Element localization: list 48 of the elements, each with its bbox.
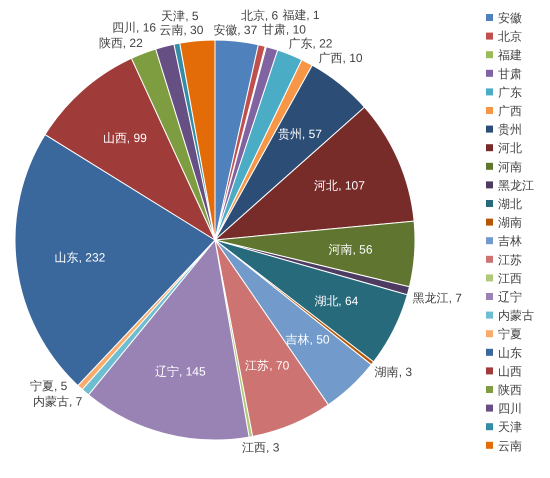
data-label: 山东, 232	[54, 250, 106, 265]
data-label: 黑龙江, 7	[412, 290, 462, 305]
legend-label: 广西	[498, 104, 522, 118]
data-label: 陕西, 22	[98, 36, 144, 50]
legend-label: 安徽	[498, 11, 522, 25]
legend-label: 四川	[498, 402, 522, 416]
data-label: 甘肃, 10	[262, 22, 306, 36]
legend-label: 山东	[498, 346, 522, 360]
legend-label: 福建	[498, 48, 522, 62]
data-label: 河南, 56	[328, 242, 373, 257]
data-label: 云南, 30	[159, 23, 204, 38]
legend-label: 甘肃	[498, 66, 522, 81]
legend-label: 河北	[498, 141, 522, 156]
legend-label: 贵州	[498, 122, 522, 137]
data-label: 辽宁, 145	[154, 364, 206, 379]
data-label: 福建, 1	[282, 8, 320, 22]
legend-label: 黑龙江	[498, 178, 534, 192]
data-label: 吉林, 50	[286, 332, 330, 347]
legend-label: 吉林	[498, 234, 522, 248]
legend-label: 湖北	[498, 197, 522, 211]
data-label: 江苏, 70	[245, 358, 290, 372]
data-label: 安徽, 37	[213, 22, 258, 37]
data-label: 湖南, 3	[374, 365, 412, 380]
legend-label: 天津	[498, 420, 522, 434]
legend-label: 宁夏	[498, 327, 522, 342]
data-label: 内蒙古, 7	[32, 394, 83, 408]
legend-label: 云南	[498, 438, 522, 453]
legend-label: 北京	[498, 30, 522, 44]
data-label: 河北, 107	[314, 178, 366, 193]
legend-label: 山西	[498, 364, 522, 378]
legend-label: 广东	[498, 85, 522, 100]
data-label: 四川, 16	[112, 20, 156, 34]
data-label: 广西, 10	[318, 50, 363, 65]
data-label: 北京, 6	[240, 8, 279, 22]
data-label: 山西, 99	[102, 131, 148, 146]
data-label: 贵州, 57	[278, 126, 322, 141]
legend-label: 辽宁	[498, 290, 522, 304]
legend-label: 湖南	[498, 216, 522, 230]
data-label: 江西, 3	[242, 440, 280, 454]
data-label: 天津, 5	[161, 9, 199, 24]
legend-label: 陕西	[498, 383, 522, 397]
data-label: 宁夏, 5	[30, 378, 68, 393]
legend-label: 江苏	[498, 252, 522, 267]
legend-label: 河南	[498, 160, 522, 174]
data-label: 广东, 22	[288, 36, 333, 51]
data-label: 湖北, 64	[314, 294, 359, 308]
legend-label: 江西	[498, 271, 522, 286]
legend-label: 内蒙古	[498, 308, 534, 323]
